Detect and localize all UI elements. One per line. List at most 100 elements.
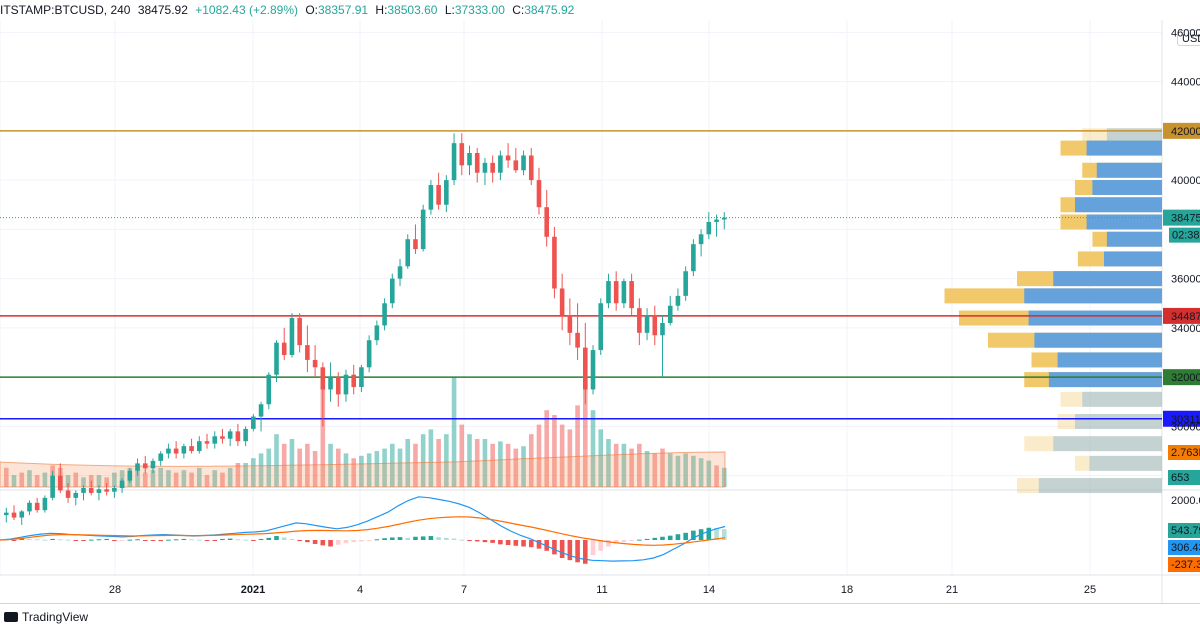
volume-bar <box>637 443 642 487</box>
volume-bar <box>34 475 40 487</box>
last-price-tag-label: 38475 <box>1171 213 1200 225</box>
candle-body <box>135 463 140 471</box>
candle <box>243 426 248 447</box>
candle <box>721 212 727 230</box>
time-tick-label: 11 <box>596 584 607 596</box>
volume-bar <box>73 472 79 487</box>
candle-body <box>482 162 488 173</box>
volume-bar <box>335 448 341 487</box>
candle-body <box>320 367 326 390</box>
candle-body <box>652 315 658 336</box>
time-tick-label: 7 <box>461 584 467 596</box>
candle <box>266 372 272 410</box>
candle <box>4 507 9 523</box>
change-value: +1082.43 (+2.89%) <box>195 3 298 17</box>
volume-bar <box>266 448 272 487</box>
candle <box>382 298 387 331</box>
currency-button[interactable]: USD <box>1177 30 1200 46</box>
volume-bar <box>374 451 380 487</box>
tradingview-logo-icon <box>4 612 18 622</box>
volume-bar <box>606 439 611 487</box>
volume-bar <box>4 467 9 487</box>
macd-histogram-bar <box>590 540 596 556</box>
macd-histogram-bar <box>297 540 302 542</box>
macd-histogram-bar <box>166 539 171 541</box>
volume-bar <box>691 455 696 487</box>
macd-histogram-bar <box>498 540 503 545</box>
candle <box>482 157 488 186</box>
macd-histogram-bar <box>127 539 133 541</box>
candle <box>467 145 472 176</box>
candle <box>451 133 457 186</box>
macd-histogram-bar <box>567 540 573 561</box>
candle <box>11 505 17 521</box>
candle-body <box>629 281 634 309</box>
level-32000-tag-label: 32000 <box>1171 372 1200 384</box>
macd-histogram-bar <box>583 540 588 564</box>
candle-body <box>444 180 449 205</box>
volume-bar <box>675 455 681 487</box>
candle <box>667 295 673 326</box>
high-value: 38503.60 <box>387 3 438 17</box>
macd-histogram-bar <box>58 539 63 541</box>
volume-bar <box>528 434 534 487</box>
volume-bar <box>212 470 218 487</box>
volume-bar <box>652 453 658 487</box>
candle-body <box>637 308 642 333</box>
candle-body <box>158 453 163 461</box>
volume-bar <box>505 443 511 487</box>
volume-profile-up-bar <box>1060 391 1162 407</box>
candle <box>328 362 333 402</box>
candle <box>552 226 557 299</box>
macd-histogram-bar <box>613 540 619 544</box>
candle-body <box>112 488 117 492</box>
candle-body <box>559 288 565 316</box>
candle <box>598 298 604 355</box>
candle <box>505 143 511 168</box>
volume-bar <box>467 434 472 487</box>
volume-bar <box>706 460 712 487</box>
volume-tag-label: 653 <box>1171 472 1189 484</box>
candle <box>637 298 642 346</box>
candle-body <box>19 511 25 518</box>
volume-bar <box>621 443 627 487</box>
volume-bar <box>644 451 650 487</box>
volume-bar <box>590 410 596 487</box>
volume-bar <box>613 443 619 487</box>
macd-histogram-bar <box>575 540 580 563</box>
candle-body <box>490 162 495 173</box>
candle <box>112 485 117 498</box>
candlestick-chart[interactable]: 420003448732000303113847502:384600044000… <box>0 0 1200 603</box>
volume-bar <box>220 472 225 487</box>
volume-bar <box>575 405 580 487</box>
volume-bar <box>158 467 163 487</box>
time-tick-label: 25 <box>1084 584 1096 596</box>
candle <box>420 204 426 252</box>
candle <box>683 266 688 301</box>
candle-body <box>390 278 395 304</box>
countdown-tag-label: 02:38 <box>1172 230 1200 242</box>
macd-histogram-bar <box>706 527 712 540</box>
candle-body <box>436 185 441 205</box>
candle <box>660 315 665 378</box>
volume-bar <box>104 477 109 487</box>
candle <box>536 167 542 215</box>
volume-profile-down-bar <box>1106 231 1162 247</box>
volume-bar <box>189 472 194 487</box>
macd-histogram-bar <box>135 539 140 541</box>
macd-histogram-bar <box>474 540 480 542</box>
symbol-label[interactable]: ITSTAMP:BTCUSD, 240 <box>0 3 131 17</box>
volume-bar <box>227 467 233 487</box>
macd-histogram-bar <box>675 534 681 540</box>
candle-body <box>58 475 63 491</box>
candle <box>575 303 580 360</box>
candle-body <box>65 490 71 498</box>
candle-body <box>698 234 704 245</box>
tradingview-logo[interactable]: TradingView <box>4 610 88 624</box>
candle-body <box>528 155 534 181</box>
candle <box>320 362 326 427</box>
macd-histogram-bar <box>459 539 465 541</box>
volume-profile-down-bar <box>1104 251 1162 267</box>
macd-histogram-bar <box>721 529 727 540</box>
macd-histogram-bar <box>343 540 349 544</box>
